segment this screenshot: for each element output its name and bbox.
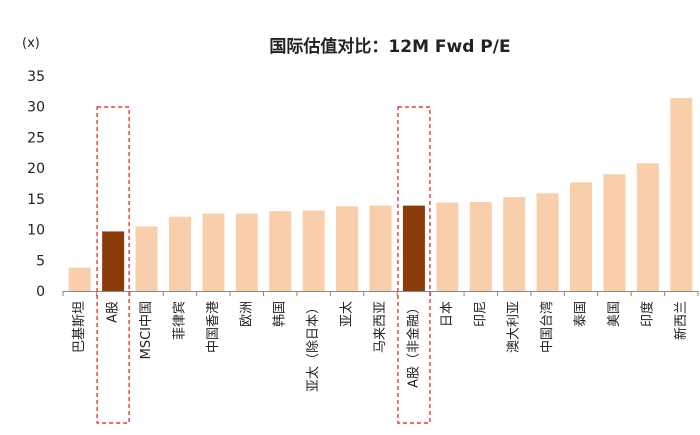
x-tick-label: 巴基斯坦 (72, 301, 87, 353)
bar (135, 226, 158, 291)
x-tick-label: 澳大利亚 (506, 301, 522, 353)
bar (436, 202, 459, 291)
x-axis: 巴基斯坦 A股 MSCI中国 菲律宾 中国香港 欧洲 韩国 亚太（除日本） 亚太 马来西亚 A股（非… (62, 291, 699, 392)
y-tick-label: 25 (27, 130, 45, 146)
x-tick-label: 泰国 (574, 301, 589, 327)
bar (636, 163, 659, 291)
bar (336, 206, 359, 291)
x-tick-label: 中国香港 (206, 301, 221, 353)
y-unit-label: (x) (22, 36, 40, 51)
bar (369, 205, 392, 291)
x-tick-label: 印度 (639, 301, 655, 327)
x-tick-label: 印尼 (473, 301, 488, 327)
bar (235, 213, 258, 291)
y-tick-label: 20 (27, 161, 45, 177)
y-tick-label: 0 (36, 284, 45, 300)
bar (603, 174, 626, 291)
bar-highlighted (102, 231, 125, 291)
y-tick-label: 5 (36, 253, 45, 269)
x-tick-label: 亚太 (340, 301, 355, 327)
x-tick-label: 美国 (607, 301, 622, 327)
y-tick-label: 10 (27, 223, 45, 239)
x-tick-label: 亚太（除日本） (306, 301, 321, 392)
bar (269, 211, 292, 291)
bar (469, 201, 492, 291)
highlight-boxes (96, 106, 431, 424)
y-tick-label: 30 (27, 100, 45, 116)
bar (68, 267, 91, 291)
x-tick-label: A股 (106, 301, 121, 323)
bar-highlighted (402, 205, 425, 291)
highlight-box (397, 106, 431, 424)
x-tick-label: 马来西亚 (373, 301, 388, 353)
chart-title: 国际估值对比：12M Fwd P/E (269, 36, 510, 57)
highlight-box (96, 106, 130, 424)
bar (536, 193, 559, 291)
bar (503, 197, 526, 291)
bar (670, 98, 693, 291)
y-tick-label: 35 (27, 69, 45, 85)
bar (202, 213, 225, 291)
x-tick-label: 日本 (440, 301, 455, 327)
x-tick-label: MSCI中国 (139, 301, 154, 359)
bar (302, 210, 325, 291)
x-tick-label: A股（非金融） (405, 301, 421, 388)
y-tick-label: 15 (27, 192, 45, 208)
bar (570, 182, 593, 291)
bar (168, 216, 191, 291)
x-tick-label: 菲律宾 (171, 301, 187, 340)
x-tick-label: 欧洲 (239, 301, 254, 327)
x-tick-label: 新西兰 (673, 301, 689, 340)
x-tick-label: 韩国 (273, 301, 288, 327)
bars-group (68, 98, 693, 291)
y-axis: 0 5 10 15 20 25 30 35 (27, 69, 45, 300)
x-tick-label: 中国台湾 (539, 301, 555, 353)
